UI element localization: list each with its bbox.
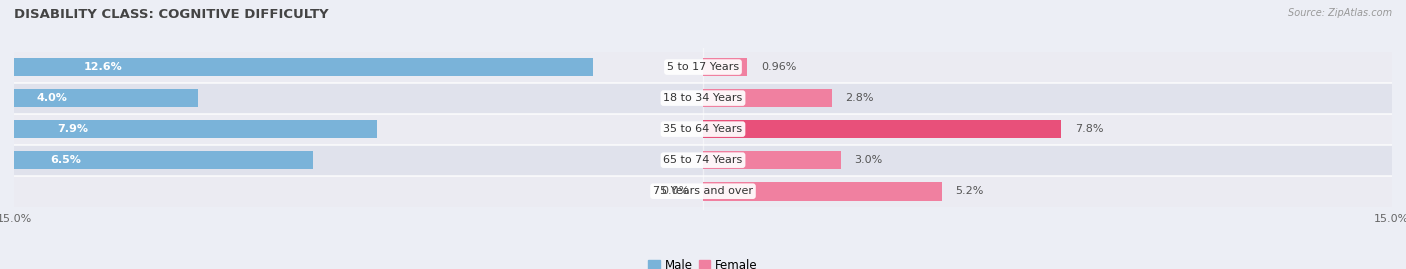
Text: 65 to 74 Years: 65 to 74 Years [664, 155, 742, 165]
Text: 0.96%: 0.96% [761, 62, 796, 72]
Bar [14, 89, 198, 107]
Text: 2.8%: 2.8% [845, 93, 875, 103]
Bar [703, 182, 942, 200]
Text: 12.6%: 12.6% [83, 62, 122, 72]
Bar [703, 120, 1062, 139]
Text: 7.9%: 7.9% [58, 124, 89, 134]
Text: Source: ZipAtlas.com: Source: ZipAtlas.com [1288, 8, 1392, 18]
Text: DISABILITY CLASS: COGNITIVE DIFFICULTY: DISABILITY CLASS: COGNITIVE DIFFICULTY [14, 8, 329, 21]
Bar [14, 176, 1392, 207]
Bar [14, 83, 1392, 114]
Bar [14, 58, 593, 76]
Bar [703, 89, 831, 107]
Text: 5 to 17 Years: 5 to 17 Years [666, 62, 740, 72]
Bar [14, 151, 312, 169]
Text: 3.0%: 3.0% [855, 155, 883, 165]
Bar [14, 120, 377, 139]
Legend: Male, Female: Male, Female [644, 254, 762, 269]
Text: 6.5%: 6.5% [49, 155, 80, 165]
Bar [14, 145, 1392, 176]
Bar [14, 52, 1392, 83]
Text: 7.8%: 7.8% [1076, 124, 1104, 134]
Text: 75 Years and over: 75 Years and over [652, 186, 754, 196]
Bar [703, 151, 841, 169]
Text: 35 to 64 Years: 35 to 64 Years [664, 124, 742, 134]
Bar [14, 114, 1392, 145]
Text: 0.0%: 0.0% [661, 186, 689, 196]
Bar [703, 58, 747, 76]
Text: 5.2%: 5.2% [956, 186, 984, 196]
Text: 18 to 34 Years: 18 to 34 Years [664, 93, 742, 103]
Text: 4.0%: 4.0% [37, 93, 67, 103]
